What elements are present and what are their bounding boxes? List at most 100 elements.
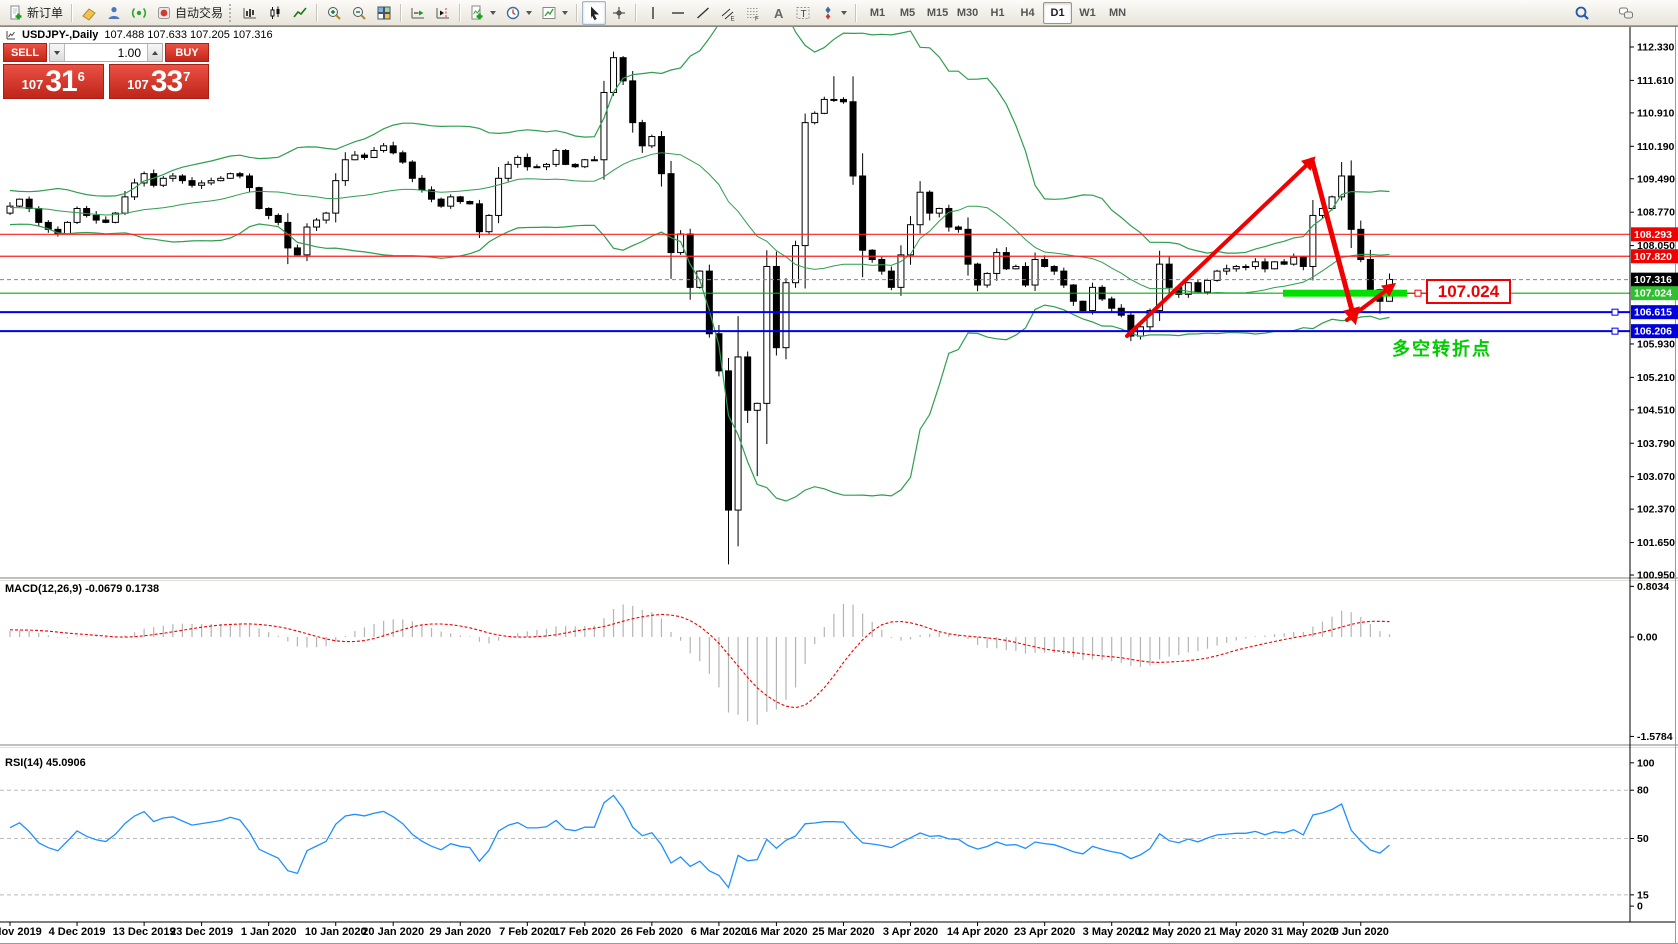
svg-text:7 Feb 2020: 7 Feb 2020 — [499, 926, 555, 938]
svg-text:109.490: 109.490 — [1637, 173, 1675, 185]
svg-text:25 Nov 2019: 25 Nov 2019 — [0, 926, 42, 938]
line-handle[interactable] — [1611, 308, 1619, 316]
horizontal-line-tool-button[interactable] — [666, 1, 690, 25]
svg-text:20 Jan 2020: 20 Jan 2020 — [362, 926, 424, 938]
candle — [140, 173, 148, 184]
svg-text:29 Jan 2020: 29 Jan 2020 — [429, 926, 491, 938]
crosshair-tool-button[interactable] — [607, 1, 631, 25]
ohlc-values: 107.488 107.633 107.205 107.316 — [104, 29, 273, 41]
dropdown-caret-icon — [562, 10, 569, 15]
buy-price-button[interactable]: 107 33 7 — [108, 64, 209, 99]
price-callout-box[interactable] — [1426, 279, 1511, 304]
timeframe-MN[interactable]: MN — [1108, 6, 1127, 19]
new-order-button[interactable]: 新订单 — [4, 1, 67, 25]
tile-windows-button[interactable] — [372, 1, 396, 25]
timeframe-M30[interactable]: M30 — [956, 6, 979, 19]
annotations[interactable]: 107.024 多空转折点 — [1125, 156, 1511, 359]
chart-chrome — [0, 26, 1678, 944]
bollinger-upper — [9, 0, 1390, 254]
svg-text:1 Jan 2020: 1 Jan 2020 — [241, 926, 297, 938]
svg-text:110.910: 110.910 — [1637, 107, 1675, 119]
zoom-in-button[interactable] — [322, 1, 346, 25]
candle — [466, 201, 474, 205]
fibonacci-tool-button[interactable]: F — [741, 1, 765, 25]
cursor-tool-button[interactable] — [582, 0, 607, 25]
vertical-line-icon — [652, 6, 654, 19]
candle — [1357, 228, 1365, 261]
turning-point-note[interactable]: 多空转折点 — [1392, 338, 1492, 359]
price-callout-text: 107.024 — [1438, 282, 1500, 301]
volume-decrease-button[interactable] — [50, 44, 65, 61]
candle — [638, 122, 646, 147]
svg-text:105.930: 105.930 — [1637, 338, 1675, 350]
metaeditor-button[interactable] — [77, 1, 101, 25]
candle — [945, 207, 953, 228]
auto-scroll-button[interactable] — [406, 1, 430, 25]
timeframe-W1[interactable]: W1 — [1079, 6, 1096, 19]
strategy-tester-button[interactable] — [127, 1, 151, 25]
volume-input[interactable]: 1.00 — [117, 45, 141, 60]
bollinger-middle — [9, 152, 1390, 294]
search-button[interactable] — [1570, 1, 1594, 25]
zoom-out-button[interactable] — [347, 1, 371, 25]
candle — [849, 101, 857, 177]
candle — [25, 198, 33, 209]
timeframe-D1[interactable]: D1 — [1043, 1, 1073, 24]
periods-button[interactable] — [501, 1, 536, 25]
line-chart-button[interactable] — [288, 1, 312, 25]
timeframe-M1[interactable]: M1 — [869, 6, 886, 19]
line-chart-icon — [293, 6, 307, 17]
candlestick-chart-button[interactable] — [263, 1, 287, 25]
candle — [1299, 256, 1307, 267]
svg-text:107.820: 107.820 — [1634, 251, 1672, 263]
svg-text:104.510: 104.510 — [1637, 404, 1675, 416]
timeframe-M15[interactable]: M15 — [926, 6, 949, 19]
terminal-button[interactable] — [102, 1, 126, 25]
separator — [635, 3, 638, 22]
line-handle — [1414, 289, 1422, 297]
text-label-tool-button[interactable]: T — [791, 1, 815, 25]
svg-text:108.293: 108.293 — [1634, 229, 1672, 241]
timeframe-H4[interactable]: H4 — [1020, 6, 1035, 19]
line-handle[interactable] — [1611, 327, 1619, 335]
trendline-tool-button[interactable] — [691, 1, 715, 25]
text-label-icon: T — [796, 6, 810, 20]
svg-text:100: 100 — [1637, 757, 1655, 769]
candle — [447, 196, 455, 207]
volume-increase-button[interactable] — [147, 44, 162, 61]
price-badge-106.615 — [1631, 305, 1678, 320]
chart-shift-icon — [436, 7, 450, 18]
chart-title-icon — [6, 31, 15, 40]
buy-button[interactable]: BUY — [165, 43, 209, 62]
separator — [459, 3, 462, 22]
candle — [399, 152, 407, 163]
candle — [1127, 314, 1135, 337]
toolbar: 新订单 自动交易 — [0, 0, 1678, 26]
svg-text:107.316: 107.316 — [1634, 274, 1672, 286]
timeframe-M5[interactable]: M5 — [899, 6, 916, 19]
candle — [198, 182, 206, 186]
vertical-line-tool-button[interactable] — [641, 1, 665, 25]
bar-chart-button[interactable] — [238, 1, 262, 25]
candle — [830, 98, 838, 101]
candle — [907, 224, 915, 256]
text-tool-button[interactable]: A — [766, 1, 790, 25]
templates-button[interactable] — [537, 1, 572, 25]
channel-tool-button[interactable]: E — [716, 1, 740, 25]
sell-button[interactable]: SELL — [3, 43, 47, 62]
svg-text:3 Apr 2020: 3 Apr 2020 — [883, 926, 938, 938]
svg-text:T: T — [801, 9, 807, 20]
svg-text:25 Mar 2020: 25 Mar 2020 — [812, 926, 874, 938]
svg-text:21 May 2020: 21 May 2020 — [1204, 926, 1268, 938]
candle — [456, 196, 464, 203]
arrows-tool-button[interactable] — [816, 1, 851, 25]
chat-button[interactable] — [1614, 1, 1638, 25]
autotrading-button[interactable]: 自动交易 — [152, 1, 227, 25]
sell-price-button[interactable]: 107 31 6 — [3, 64, 104, 99]
timeframe-H1[interactable]: H1 — [990, 6, 1005, 19]
chart-shift-button[interactable] — [431, 1, 455, 25]
candle — [1213, 270, 1221, 281]
indicators-button[interactable] — [465, 1, 500, 25]
